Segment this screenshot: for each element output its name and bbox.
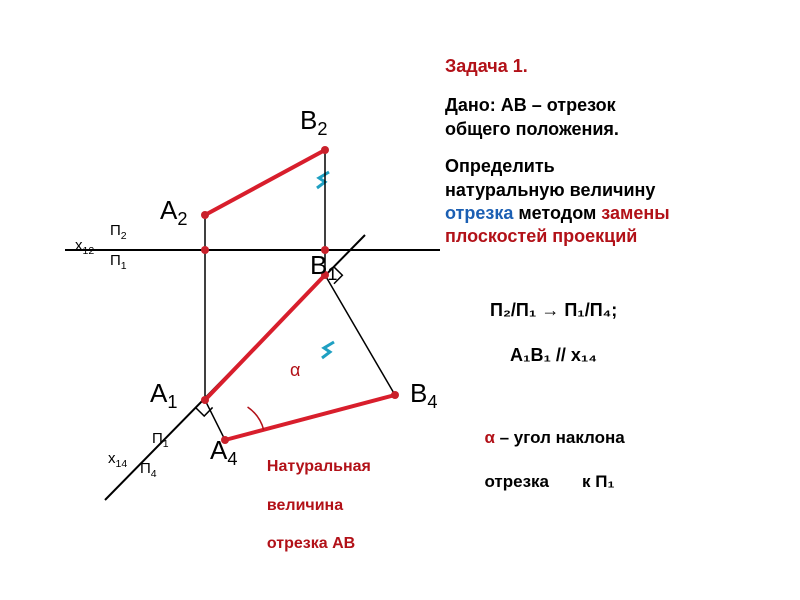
point-A1 [201, 396, 209, 404]
perp-B [325, 275, 395, 395]
alpha-note: α – угол наклона отрезка к П₁ [475, 405, 625, 493]
diagram-svg [0, 0, 800, 600]
title: Задача 1. [445, 55, 670, 78]
caption-natural: Натуральная величина отрезка АВ [258, 438, 371, 553]
label-A1: A1 [150, 378, 177, 413]
point-B2 [321, 146, 329, 154]
label-P2: П2 [110, 222, 127, 242]
point-markers [201, 146, 399, 444]
point-A1p [201, 246, 209, 254]
perp-A [205, 400, 225, 440]
label-B4: B4 [410, 378, 437, 413]
formula-relation: П₂/П₁ → П₁/П₄; [490, 300, 617, 321]
segment-A1B1 [205, 275, 325, 400]
label-A2: A2 [160, 195, 187, 230]
segment-A4B4 [225, 395, 395, 440]
point-A2 [201, 211, 209, 219]
alpha-arc [248, 407, 264, 430]
point-B4 [391, 391, 399, 399]
label-B2: B2 [300, 105, 327, 140]
stage: B2 A2 B1 A1 A4 B4 П2 П1 x12 П1 П4 x14 α … [0, 0, 800, 600]
label-A4: A4 [210, 435, 237, 470]
tick-upper [317, 172, 329, 188]
segment-A2B2 [205, 150, 325, 215]
label-B1: B1 [310, 250, 337, 285]
label-x14: x14 [108, 450, 127, 470]
text-block: Задача 1. Дано: АВ – отрезок общего поло… [445, 55, 670, 249]
label-P1a: П1 [110, 252, 127, 272]
label-P1b: П1 [152, 430, 169, 450]
formula-parallel: А₁В₁ // х₁₄ [510, 345, 597, 366]
label-P4: П4 [140, 460, 157, 480]
tick-lower [322, 342, 334, 358]
label-x12: x12 [75, 237, 94, 257]
label-alpha: α [290, 360, 300, 381]
